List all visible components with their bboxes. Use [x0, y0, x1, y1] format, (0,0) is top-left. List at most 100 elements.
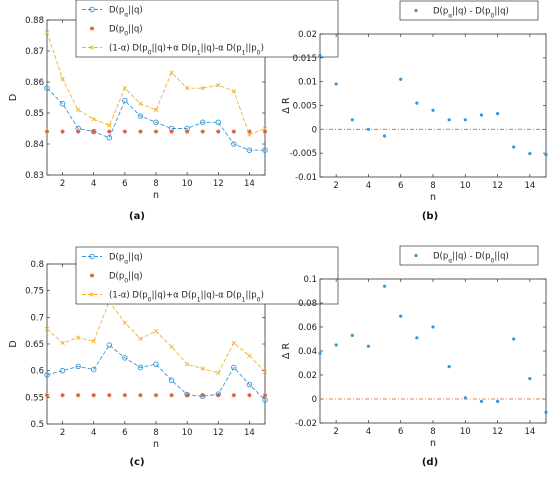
y-tick-label: 0.02 — [298, 371, 317, 381]
y-tick-label: 0.005 — [293, 102, 317, 112]
data-point — [216, 129, 221, 134]
x-axis-label: n — [430, 438, 436, 449]
x-tick-label: 14 — [524, 427, 535, 437]
data-point — [495, 112, 500, 116]
data-point — [512, 337, 516, 341]
x-tick-label: 10 — [182, 428, 193, 438]
legend-box — [75, 246, 339, 305]
chart-panel-4: 2 4 6 8 10 12 14 -0.02 0 0.02 0.04 0.06 0.08 0.1 n Δ R D… — [281, 245, 548, 468]
y-tick-label: 0.06 — [298, 323, 317, 333]
legend: D(pα||q) - D(p0||q) — [399, 0, 539, 21]
data-point — [138, 393, 143, 398]
series-line — [46, 344, 266, 401]
x-tick-label: 4 — [366, 181, 371, 191]
y-axis-label: D — [8, 340, 19, 347]
data-point — [246, 381, 253, 388]
x-tick-label: 12 — [492, 427, 503, 437]
data-point — [153, 107, 159, 113]
legend-entry: D(p0||q) — [109, 25, 143, 38]
y-tick-label: 0.08 — [298, 299, 317, 309]
data-point — [544, 410, 548, 414]
data-point — [75, 363, 81, 370]
data-point — [75, 393, 81, 398]
y-axis-label: Δ R — [281, 343, 292, 360]
data-point — [544, 152, 548, 157]
data-point — [75, 335, 81, 340]
series-2 — [44, 393, 268, 398]
series-line — [46, 32, 266, 136]
data-point — [122, 393, 128, 398]
series-3 — [44, 299, 268, 376]
x-tick-label: 6 — [122, 179, 127, 189]
data-point — [447, 118, 451, 122]
data-point — [334, 343, 338, 347]
data-point — [122, 355, 128, 361]
legend-swatch-marker — [89, 26, 95, 31]
series-3 — [44, 30, 268, 137]
data-point — [262, 393, 268, 398]
x-tick-label: 10 — [182, 179, 193, 189]
data-point — [247, 353, 252, 358]
x-tick-label: 14 — [244, 179, 255, 189]
y-tick-label: 0.1 — [303, 275, 317, 285]
data-point — [231, 393, 237, 398]
y-tick-label: -0.02 — [295, 419, 317, 429]
legend: D(pα||q) D(p0||q) (1-α) D(p0||q)+α D(p1||q… — [75, 0, 339, 58]
data-point — [216, 370, 221, 376]
y-axis-label: Δ R — [281, 97, 292, 114]
data-point — [216, 82, 221, 88]
data-point — [153, 328, 159, 334]
data-point — [200, 393, 205, 398]
data-point — [247, 129, 252, 134]
y-tick-label: 0.88 — [25, 16, 44, 26]
data-point — [318, 53, 322, 58]
data-point — [231, 364, 237, 371]
x-tick-label: 6 — [122, 428, 127, 438]
data-point — [106, 135, 113, 141]
legend-box — [399, 0, 539, 21]
data-point — [184, 129, 190, 134]
legend-swatch-marker — [89, 273, 95, 278]
chart-panel-1: 2 4 6 8 10 12 14 0.83 0.84 0.85 0.86 0.87 0.88 n D D(pα… — [8, 0, 339, 222]
data-point — [169, 70, 174, 75]
data-point — [184, 85, 190, 91]
y-tick-label: -0.01 — [295, 173, 317, 183]
y-tick-label: 0.01 — [298, 78, 317, 88]
x-tick-label: 2 — [333, 181, 338, 191]
data-point — [169, 393, 174, 398]
x-tick-label: 2 — [333, 427, 338, 437]
panel-caption: (b) — [422, 211, 438, 222]
data-point — [247, 132, 252, 137]
data-point — [231, 89, 237, 94]
legend-swatch-marker — [414, 8, 418, 13]
x-tick-label: 6 — [398, 427, 403, 437]
data-point — [366, 127, 371, 131]
legend-entry: (1-α) D(p0||q)+α D(p1||q)-α D(p1||p0) — [109, 291, 264, 304]
data-point — [415, 336, 419, 340]
data-point — [431, 108, 435, 112]
series-1 — [318, 284, 548, 414]
data-point — [138, 336, 143, 341]
data-point — [138, 129, 143, 134]
x-tick-label: 2 — [60, 428, 65, 438]
data-point — [334, 82, 338, 86]
data-point — [137, 364, 144, 371]
x-axis-label: n — [153, 190, 159, 201]
data-point — [528, 377, 532, 381]
x-tick-label: 4 — [366, 427, 371, 437]
x-tick-label: 2 — [60, 179, 65, 189]
data-point — [75, 107, 81, 113]
data-point — [231, 129, 237, 134]
x-tick-label: 8 — [153, 428, 158, 438]
y-tick-label: 0.65 — [25, 340, 44, 350]
legend-entry: (1-α) D(p0||q)+α D(p1||q)-α D(p1||p0) — [109, 44, 264, 57]
data-point — [153, 361, 159, 368]
y-tick-label: 0.6 — [30, 367, 44, 377]
series-1 — [44, 342, 268, 403]
data-point — [107, 123, 112, 128]
legend-swatch-marker — [89, 6, 95, 13]
x-tick-label: 6 — [398, 181, 403, 191]
series-1 — [44, 85, 268, 153]
